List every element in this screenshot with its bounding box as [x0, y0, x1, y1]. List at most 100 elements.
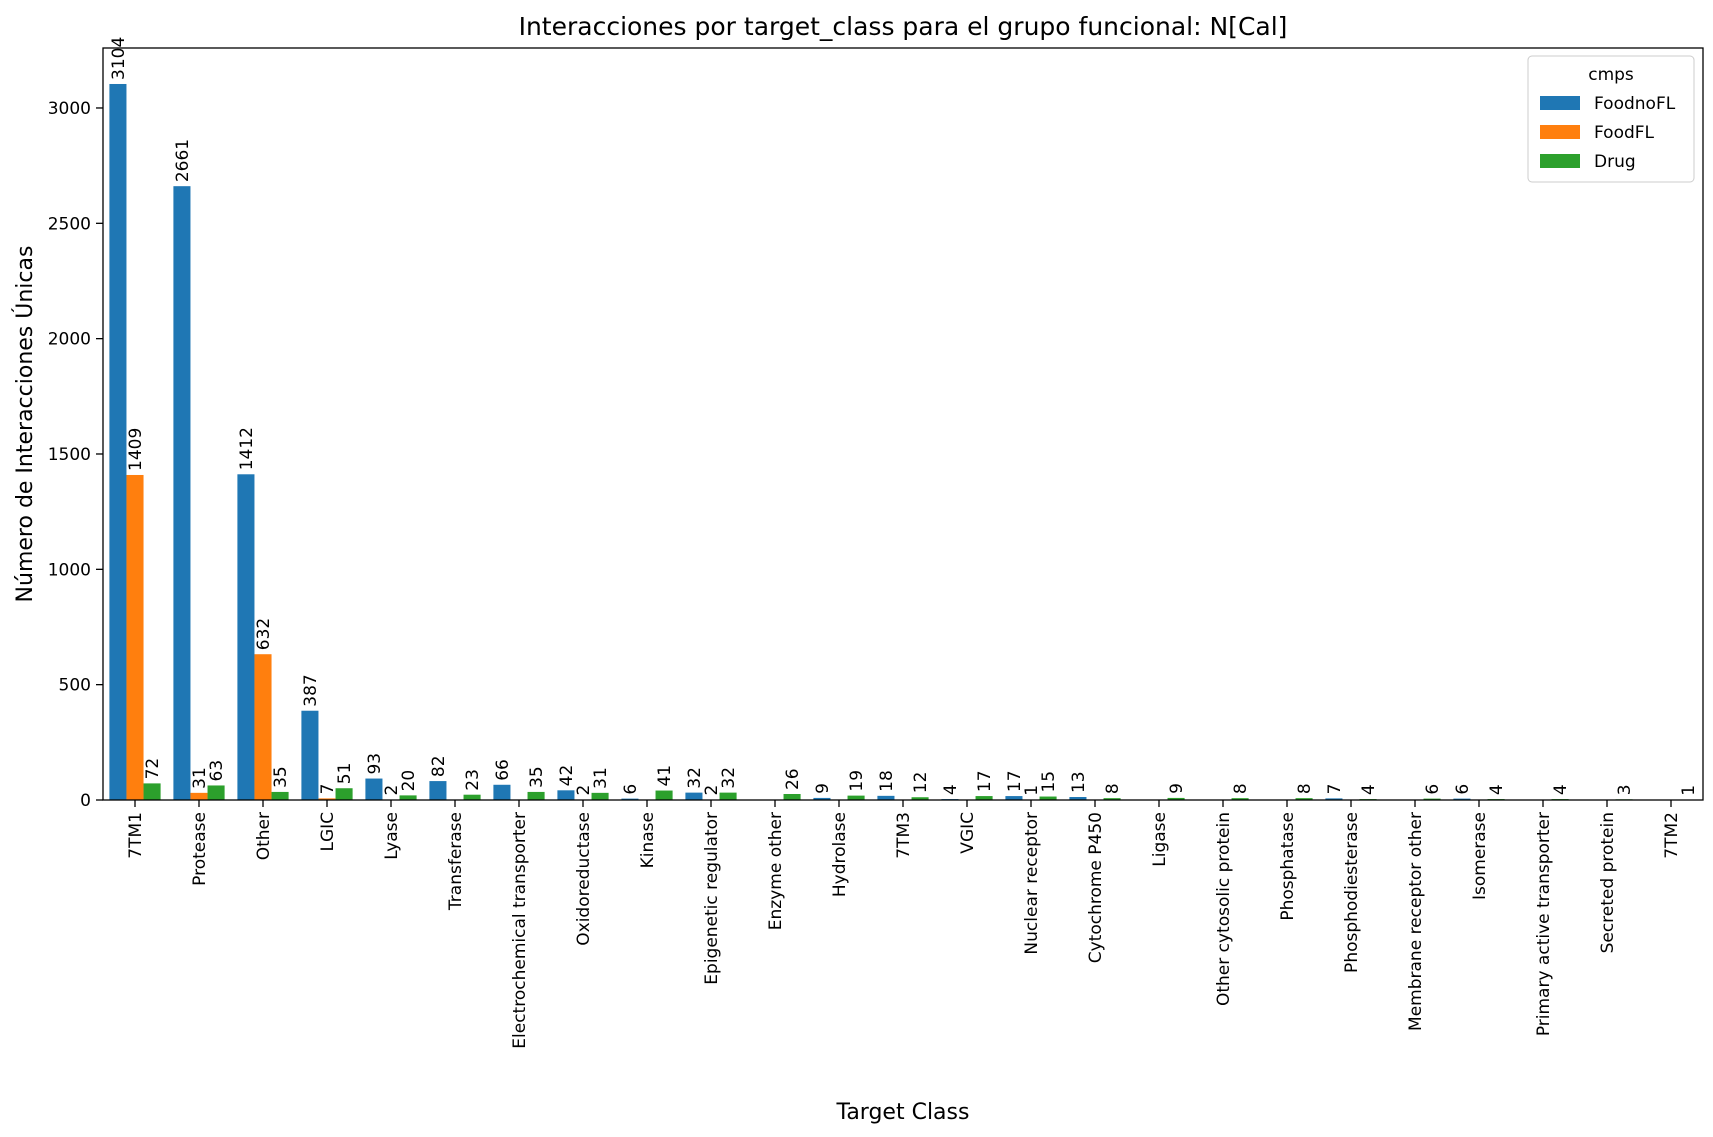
bar — [813, 797, 831, 800]
bar-value-label: 19 — [847, 770, 867, 792]
y-tick-label: 3000 — [48, 99, 91, 119]
bar-value-label: 7 — [318, 784, 338, 795]
bar-value-label: 51 — [335, 763, 355, 785]
bar — [399, 795, 417, 800]
x-tick-label: Electrochemical transporter — [510, 812, 530, 1049]
x-tick-label: Phosphatase — [1278, 812, 1298, 921]
bar — [1103, 798, 1121, 800]
y-axis-title: Número de Interacciones Únicas — [12, 246, 38, 603]
y-tick-label: 1000 — [48, 560, 91, 580]
bar — [557, 790, 575, 800]
x-tick-label: Secreted protein — [1598, 812, 1618, 953]
x-tick-label: 7TM3 — [894, 812, 914, 859]
bar — [1423, 798, 1441, 800]
bar-value-label: 1412 — [237, 427, 257, 470]
bar-value-label: 2661 — [173, 139, 193, 182]
bar-value-label: 13 — [1069, 771, 1089, 793]
y-tick-label: 2000 — [48, 330, 91, 350]
x-tick-label: Nuclear receptor — [1022, 812, 1042, 955]
x-tick-label: Phosphodiesterase — [1342, 812, 1362, 973]
legend: cmps FoodnoFL FoodFL Drug — [1527, 55, 1695, 183]
x-axis-title: Target Class — [836, 1100, 970, 1125]
bar-value-label: 15 — [1039, 771, 1059, 793]
bar-value-label: 387 — [301, 674, 321, 706]
x-tick-label: 7TM1 — [126, 812, 146, 859]
bar — [143, 783, 161, 800]
bar-value-label: 1 — [1679, 785, 1699, 796]
bar — [1069, 797, 1087, 800]
bar — [254, 654, 272, 800]
bar-value-label: 35 — [271, 766, 291, 788]
legend-swatch — [1540, 96, 1580, 110]
bar-value-label: 72 — [143, 758, 163, 780]
bar — [173, 186, 191, 800]
chart-title: Interacciones por target_class para el g… — [519, 12, 1288, 41]
x-tick-label: Membrane receptor other — [1406, 812, 1426, 1031]
bar-value-label: 1409 — [126, 428, 146, 471]
bar — [527, 791, 545, 800]
bar-value-label: 12 — [911, 772, 931, 794]
bar-value-label: 632 — [254, 618, 274, 650]
bar-value-label: 41 — [655, 765, 675, 787]
x-tick-label: Enzyme other — [766, 812, 786, 930]
bar — [429, 781, 447, 800]
x-tick-label: Cytochrome P450 — [1086, 812, 1106, 963]
bar-value-label: 23 — [463, 769, 483, 791]
y-tick-label: 500 — [59, 676, 91, 696]
bar — [1295, 798, 1313, 800]
bar-value-label: 9 — [1167, 783, 1187, 794]
bar-value-label: 6 — [1423, 784, 1443, 795]
bar — [621, 798, 639, 800]
bar — [318, 798, 336, 800]
bar — [271, 791, 289, 800]
bar-value-label: 6 — [621, 784, 641, 795]
legend-entry-label: FoodnoFL — [1594, 94, 1676, 114]
bar — [1167, 797, 1185, 800]
x-tick-label: Epigenetic regulator — [702, 812, 722, 985]
bar-value-label: 17 — [1005, 770, 1025, 792]
bar — [655, 790, 673, 800]
bar-value-label: 93 — [365, 753, 385, 775]
bar-value-label: 2 — [382, 785, 402, 796]
y-tick-label: 2500 — [48, 214, 91, 234]
bar — [126, 474, 144, 800]
x-tick-label: Isomerase — [1470, 812, 1490, 900]
bar-value-label: 82 — [429, 755, 449, 777]
bar — [190, 792, 208, 800]
bar — [685, 792, 703, 800]
x-tick-label: Primary active transporter — [1534, 812, 1554, 1036]
bar — [1231, 798, 1249, 800]
bar-value-label: 32 — [719, 767, 739, 789]
x-tick-label: VGIC — [958, 812, 978, 854]
bar-value-label: 4 — [1551, 784, 1571, 795]
bar-value-label: 32 — [685, 767, 705, 789]
bars-layer — [109, 83, 1697, 800]
bar-value-label: 18 — [877, 770, 897, 792]
bar — [1005, 796, 1023, 800]
bar — [783, 794, 801, 800]
bar-value-label: 6 — [1453, 784, 1473, 795]
bar-value-label: 9 — [813, 783, 833, 794]
legend-swatch — [1540, 154, 1580, 168]
bar-value-label: 31 — [591, 767, 611, 789]
x-tick-label: Lyase — [382, 812, 402, 860]
bar — [335, 788, 353, 800]
x-tick-label: Oxidoreductase — [574, 812, 594, 946]
bar-value-label: 7 — [1325, 784, 1345, 795]
bar-value-label: 26 — [783, 768, 803, 790]
bar-value-label: 42 — [557, 765, 577, 787]
bar-value-label: 35 — [527, 766, 547, 788]
x-tick-label: Ligase — [1150, 812, 1170, 867]
bar-value-label: 3 — [1615, 784, 1635, 795]
x-tick-label: Other — [254, 812, 274, 860]
bar — [365, 778, 383, 800]
bar-value-label: 4 — [1359, 784, 1379, 795]
bar — [1325, 798, 1343, 800]
bar-value-label: 8 — [1295, 783, 1315, 794]
bar — [591, 792, 609, 800]
bar-value-label: 4 — [941, 784, 961, 795]
bar — [1039, 796, 1057, 800]
